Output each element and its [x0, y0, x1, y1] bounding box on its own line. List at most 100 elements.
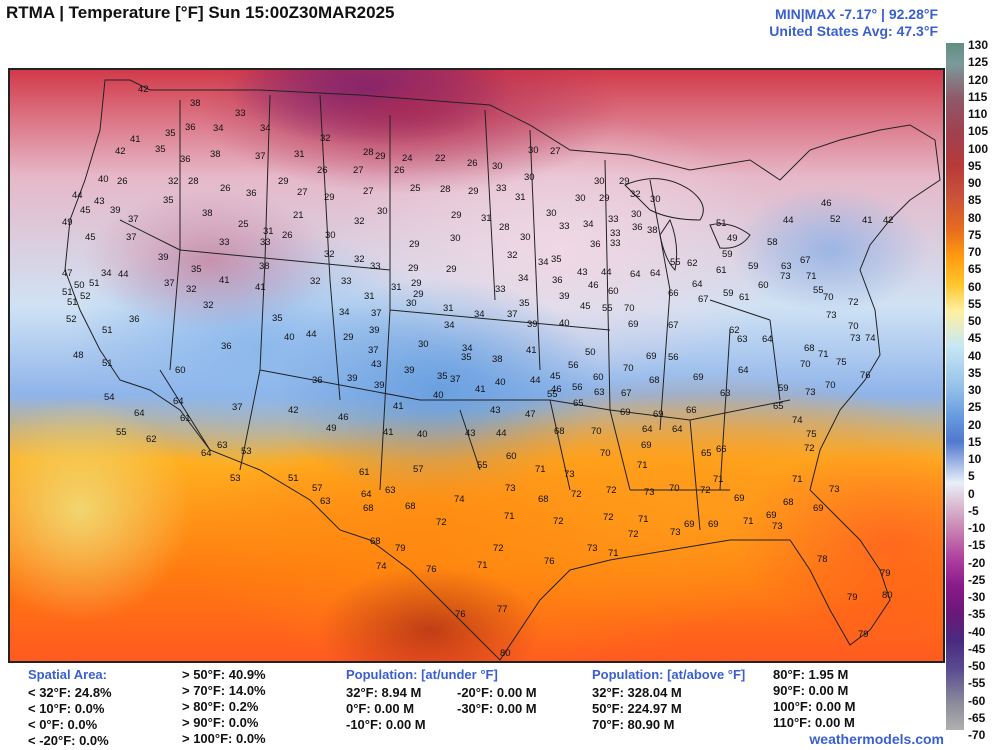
station-temp-label: 63: [594, 387, 605, 398]
station-temp-label: 26: [282, 230, 293, 241]
station-temp-label: 41: [255, 282, 266, 293]
station-temp-label: 52: [80, 291, 91, 302]
station-temp-label: 68: [554, 426, 565, 437]
station-temp-label: 40: [417, 429, 428, 440]
station-temp-label: 67: [800, 255, 811, 266]
station-temp-label: 73: [805, 387, 816, 398]
station-temp-label: 29: [411, 278, 422, 289]
colorbar-tick-label: -5: [968, 503, 979, 518]
station-temp-label: 56: [668, 352, 679, 363]
station-temp-label: 68: [370, 536, 381, 547]
station-temp-label: 49: [326, 423, 337, 434]
station-temp-label: 49: [727, 233, 738, 244]
station-temp-label: 64: [650, 268, 661, 279]
colorbar-tick-label: -30: [968, 590, 986, 604]
station-temp-label: 74: [792, 415, 803, 426]
station-temp-label: 51: [89, 278, 100, 289]
colorbar-tick-label: 100: [968, 141, 989, 156]
colorbar-tick-label: -25: [968, 572, 986, 587]
station-temp-label: 39: [404, 365, 415, 376]
station-temp-label: 29: [324, 192, 335, 203]
station-temp-label: 42: [115, 146, 126, 157]
station-temp-label: 45: [85, 232, 96, 243]
station-temp-label: 65: [773, 401, 784, 412]
pop-under-heading: Population: [at/under °F]: [346, 667, 498, 682]
station-temp-label: 29: [375, 151, 386, 162]
station-temp-label: 24: [402, 153, 413, 164]
colorbar-tick-label: -55: [968, 676, 986, 691]
station-temp-label: 40: [495, 377, 506, 388]
colorbar-tick-label: 20: [968, 417, 982, 432]
station-temp-label: 35: [163, 195, 174, 206]
us-average-readout: United States Avg: 47.3°F: [769, 23, 938, 39]
station-temp-label: 73: [826, 310, 837, 321]
station-temp-label: 44: [496, 428, 507, 439]
station-temp-label: 72: [436, 517, 447, 528]
station-temp-label: 41: [475, 384, 486, 395]
station-temp-label: 44: [72, 190, 83, 201]
station-temp-label: 70: [823, 292, 834, 303]
footer-stat-line: -10°F: 0.00 M: [346, 717, 426, 732]
footer-stats: Spatial Area: < 32°F: 24.8% < 10°F: 0.0% <…: [0, 665, 1000, 750]
station-temp-label: 70: [800, 359, 811, 370]
station-temp-label: 73: [772, 521, 783, 532]
footer-stat-line: 32°F: 8.94 M: [346, 685, 422, 700]
station-temp-label: 33: [610, 228, 621, 239]
colorbar-tick-label: 115: [968, 89, 988, 104]
station-temp-label: 33: [608, 214, 619, 225]
station-temp-label: 70: [591, 426, 602, 437]
station-temp-label: 21: [293, 210, 304, 221]
station-temp-label: 71: [806, 271, 817, 282]
footer-stat-line: < 0°F: 0.0%: [28, 717, 98, 732]
station-temp-label: 43: [94, 196, 105, 207]
station-temp-label: 42: [883, 215, 894, 226]
colorbar-tick-label: 85: [968, 193, 982, 208]
station-temp-label: 67: [621, 388, 632, 399]
station-temp-label: 73: [505, 483, 516, 494]
station-temp-label: 36: [552, 275, 563, 286]
station-temp-label: 39: [527, 319, 538, 330]
station-temp-label: 37: [371, 308, 382, 319]
station-temp-label: 35: [461, 352, 472, 363]
station-temp-label: 55: [477, 460, 488, 471]
station-temp-label: 40: [433, 390, 444, 401]
footer-stat-line: 0°F: 0.00 M: [346, 701, 415, 716]
station-temp-label: 51: [288, 473, 299, 484]
station-temp-label: 51: [716, 218, 727, 229]
station-temp-label: 32: [507, 250, 518, 261]
station-temp-label: 61: [716, 265, 727, 276]
coastline-and-borders: [64, 79, 941, 661]
station-temp-label: 63: [737, 334, 748, 345]
colorbar-tick-label: 120: [968, 72, 989, 87]
station-temp-label: 35: [551, 254, 562, 265]
station-temp-label: 29: [408, 263, 419, 274]
colorbar-tick-label: 45: [968, 331, 982, 346]
station-temp-label: 70: [669, 483, 680, 494]
station-temp-label: 35: [437, 371, 448, 382]
station-temp-label: 65: [573, 398, 584, 409]
station-temp-label: 34: [444, 320, 455, 331]
station-temp-label: 37: [368, 345, 379, 356]
station-temp-label: 35: [155, 144, 166, 155]
colorbar-tick-label: 130: [968, 38, 989, 52]
colorbar: [946, 43, 964, 730]
station-temp-label: 46: [588, 280, 599, 291]
station-temp-label: 59: [722, 249, 733, 260]
station-temp-label: 70: [624, 303, 635, 314]
colorbar-tick-label: 75: [968, 227, 982, 242]
colorbar-tick-label: 60: [968, 279, 982, 294]
station-temp-label: 60: [175, 365, 186, 376]
station-temp-label: 34: [538, 257, 549, 268]
station-temp-label: 65: [701, 448, 712, 459]
station-temp-label: 72: [848, 297, 859, 308]
station-temp-label: 73: [564, 469, 575, 480]
footer-stat-line: 90°F: 0.00 M: [773, 683, 849, 698]
station-temp-label: 33: [341, 276, 352, 287]
station-temp-label: 42: [288, 405, 299, 416]
site-credit: weathermodels.com: [809, 731, 944, 747]
spatial-heading: Spatial Area:: [28, 667, 107, 682]
station-temp-label: 26: [220, 183, 231, 194]
station-temp-label: 35: [165, 128, 176, 139]
station-temp-label: 29: [413, 289, 424, 300]
station-temp-label: 75: [806, 429, 817, 440]
